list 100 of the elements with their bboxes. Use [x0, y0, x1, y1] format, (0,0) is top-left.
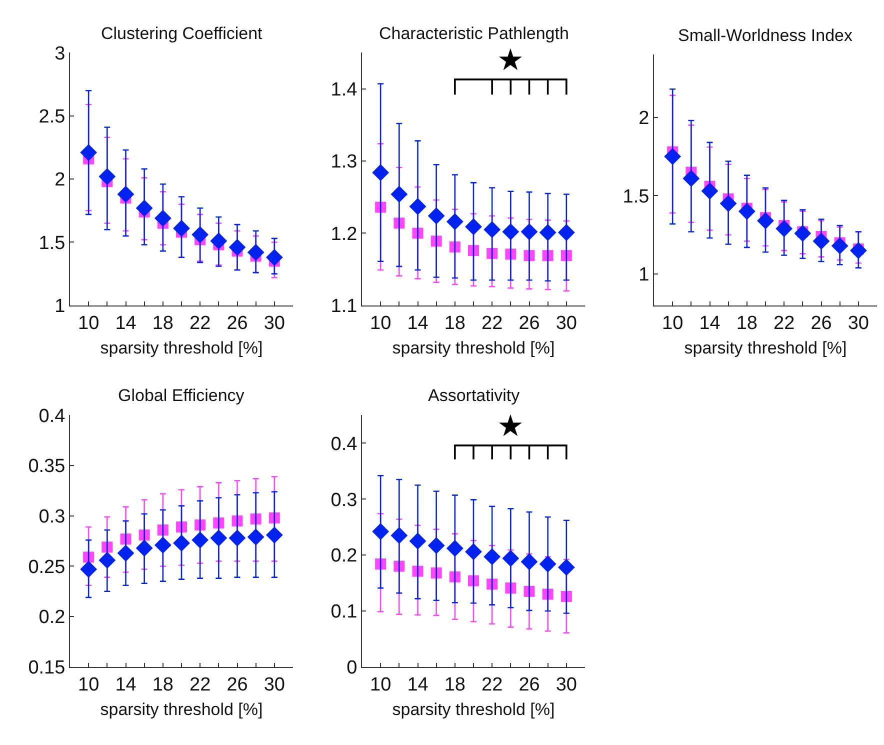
- point: [390, 527, 408, 544]
- point: [794, 224, 812, 242]
- point: [268, 512, 280, 524]
- y-tick-label: 0.2: [38, 607, 66, 628]
- point: [266, 248, 283, 266]
- x-tick-label: 26: [518, 313, 540, 334]
- point: [194, 519, 206, 530]
- x-tick-label: 14: [699, 313, 721, 334]
- chart-title: Characteristic Pathlength: [379, 24, 569, 43]
- point: [80, 560, 98, 578]
- chart-title: Clustering Coefficient: [101, 24, 263, 43]
- x-tick-label: 18: [444, 313, 466, 334]
- point: [520, 223, 538, 240]
- y-tick-label: 0.3: [38, 506, 66, 528]
- point: [558, 558, 575, 576]
- x-tick-label: 18: [444, 674, 466, 696]
- point: [117, 544, 134, 562]
- point: [701, 182, 718, 200]
- y-tick-label: 0.1: [330, 602, 358, 623]
- point: [560, 250, 572, 262]
- y-tick-label: 1.2: [330, 224, 358, 245]
- point: [375, 202, 386, 213]
- point: [136, 200, 153, 217]
- point: [390, 186, 408, 203]
- y-tick-label: 2: [54, 170, 66, 191]
- y-tick-label: 0.3: [330, 490, 358, 511]
- chart-title: Small-Worldness Index: [678, 26, 853, 45]
- y-tick-label: 0.25: [28, 556, 66, 578]
- x-axis-title: sparsity threshold [%]: [684, 338, 847, 358]
- point: [831, 237, 848, 254]
- point: [738, 202, 756, 220]
- x-tick-label: 22: [482, 313, 503, 334]
- point: [428, 537, 445, 554]
- point: [173, 534, 190, 552]
- point: [720, 195, 737, 212]
- y-tick-label: 0.4: [38, 406, 66, 427]
- y-tick-label: 1.1: [330, 296, 358, 318]
- point: [465, 218, 482, 236]
- x-tick-label: 22: [190, 313, 211, 334]
- point: [486, 578, 498, 590]
- point: [812, 232, 830, 250]
- x-tick-label: 10: [370, 313, 392, 334]
- x-tick-label: 14: [407, 313, 429, 334]
- y-tick-label: 0.35: [28, 456, 66, 478]
- y-tick-label: 0: [346, 658, 358, 679]
- point: [409, 198, 426, 215]
- y-tick-label: 0.15: [28, 658, 66, 679]
- point: [98, 168, 116, 185]
- annotation: ★: [497, 410, 524, 443]
- point: [486, 248, 498, 259]
- x-tick-label: 14: [115, 313, 137, 334]
- x-tick-label: 30: [264, 313, 285, 334]
- point: [154, 210, 172, 227]
- point: [228, 238, 246, 256]
- x-tick-label: 26: [226, 674, 248, 696]
- y-tick-label: 1.5: [622, 186, 650, 208]
- x-tick-label: 14: [407, 674, 429, 696]
- point: [520, 553, 538, 570]
- point: [446, 213, 464, 230]
- y-tick-label: 1: [638, 264, 650, 286]
- x-tick-label: 18: [152, 674, 174, 696]
- x-tick-label: 22: [774, 313, 795, 334]
- point: [210, 530, 228, 546]
- point: [173, 220, 190, 237]
- point: [446, 540, 464, 557]
- point: [80, 144, 98, 161]
- point: [468, 575, 479, 586]
- x-tick-label: 30: [556, 674, 577, 696]
- point: [98, 552, 116, 569]
- x-tick-label: 30: [848, 313, 869, 334]
- point: [154, 536, 172, 554]
- point: [449, 241, 460, 252]
- y-tick-label: 0.2: [330, 546, 358, 567]
- x-tick-label: 30: [556, 313, 577, 334]
- point: [757, 212, 774, 230]
- point: [428, 207, 445, 224]
- x-axis-title: sparsity threshold [%]: [100, 700, 263, 720]
- y-tick-label: 1.4: [330, 79, 358, 100]
- point: [776, 220, 793, 238]
- x-tick-label: 30: [264, 674, 285, 696]
- point: [210, 232, 228, 250]
- y-tick-label: 1.3: [330, 152, 358, 173]
- point: [558, 224, 575, 241]
- x-tick-label: 26: [226, 313, 248, 334]
- point: [192, 532, 209, 549]
- x-tick-label: 18: [152, 313, 174, 334]
- x-tick-label: 10: [662, 313, 684, 334]
- x-axis-title: sparsity threshold [%]: [392, 700, 555, 720]
- y-tick-label: 2.5: [38, 106, 66, 128]
- point: [266, 526, 283, 544]
- x-tick-label: 18: [736, 313, 758, 334]
- point: [850, 242, 867, 260]
- point: [539, 224, 556, 241]
- x-tick-label: 26: [518, 674, 540, 696]
- point: [468, 245, 479, 256]
- x-tick-label: 14: [115, 674, 137, 696]
- point: [449, 571, 460, 582]
- point: [176, 521, 187, 532]
- point: [117, 186, 134, 203]
- point: [375, 558, 386, 570]
